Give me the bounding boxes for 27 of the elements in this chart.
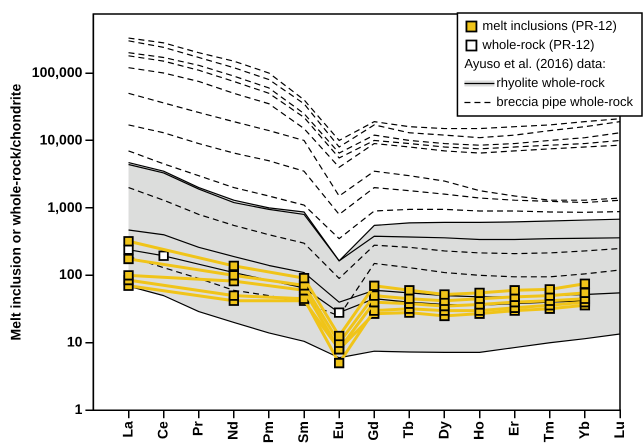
x-tick-label: Gd: [365, 421, 382, 441]
x-tick-label: Pm: [260, 421, 276, 444]
legend-label: melt inclusions (PR-12): [482, 18, 617, 34]
legend-title: Ayuso et al. (2016) data:: [464, 56, 606, 72]
y-tick-label: 1: [74, 401, 83, 418]
x-tick-label: Tb: [400, 421, 416, 438]
x-tick-label: Ho: [470, 421, 486, 440]
x-tick-label: Pr: [190, 420, 206, 436]
legend-label: breccia pipe whole-rock: [496, 94, 634, 110]
x-tick-label: Dy: [435, 421, 452, 440]
x-tick-label: Ce: [154, 421, 170, 440]
x-tick-label: La: [119, 421, 136, 438]
x-tick-label: Eu: [330, 421, 346, 440]
y-tick-label: 100: [59, 266, 83, 282]
legend-label: rhyolite whole-rock: [496, 75, 606, 90]
y-tick-label: 10,000: [40, 131, 83, 148]
y-tick-label: 100,000: [32, 64, 83, 80]
x-tick-label: Lu: [610, 421, 627, 438]
y-tick-label: 10: [66, 334, 83, 350]
x-tick-label: Sm: [294, 421, 311, 444]
x-tick-label: Nd: [224, 421, 241, 440]
x-tick-label: Yb: [576, 421, 592, 440]
x-tick-label: Tm: [540, 421, 557, 442]
y-tick-label: 1,000: [47, 198, 83, 215]
legend-label: whole-rock (PR-12): [481, 37, 594, 52]
x-tick-label: Er: [506, 420, 522, 436]
y-axis-title: Melt inclusion or whole-rock/chondrite: [7, 84, 24, 340]
